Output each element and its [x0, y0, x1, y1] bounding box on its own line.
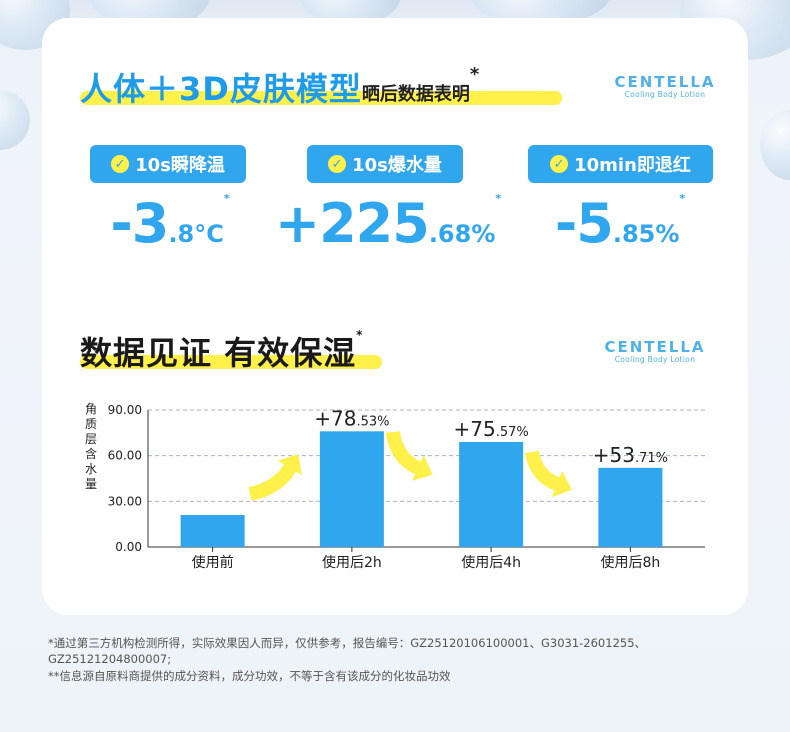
section1-title: 人体＋3D皮肤模型晒后数据表明*	[80, 64, 562, 112]
metric-pill-redness: ✓ 10min即退红	[528, 145, 713, 183]
section2-title-main: 数据见证 有效保湿	[80, 334, 357, 372]
brand-name: CENTELLA	[614, 73, 716, 91]
brand-subtitle: Cooling Body Lotion	[614, 355, 696, 364]
brand-subtitle: Cooling Body Lotion	[624, 90, 706, 99]
check-icon: ✓	[111, 155, 130, 173]
check-icon: ✓	[550, 155, 569, 173]
section2-title: 数据见证 有效保湿*	[80, 328, 382, 376]
brand-name: CENTELLA	[604, 338, 706, 356]
check-icon: ✓	[328, 155, 347, 173]
metric-pill-cooling: ✓ 10s瞬降温	[90, 145, 246, 183]
title-highlight	[80, 91, 562, 105]
bubble-decoration	[0, 90, 30, 150]
metric-label: 10min即退红	[574, 155, 691, 176]
section1-title-suffix: 晒后数据表明	[361, 84, 470, 105]
metric-label: 10s瞬降温	[135, 155, 225, 176]
bubble-decoration	[760, 110, 790, 180]
metric-label: 10s爆水量	[352, 155, 442, 176]
footnote-mark: *	[356, 328, 364, 342]
metric-value-hydration: +225.68%*	[274, 192, 502, 255]
footnote-line-3: **信息源自原料商提供的成分资料，成分功效，不等于含有该成分的化妆品功效	[48, 669, 451, 683]
metric-value-cooling: -3.8°C*	[110, 192, 230, 255]
footnote-line-1: *通过第三方机构检测所得，实际效果因人而异，仅供参考，报告编号：GZ251201…	[48, 636, 647, 650]
brand-logo: CENTELLA Cooling Body Lotion	[600, 339, 710, 365]
y-axis-label: 角质层含水量	[84, 402, 97, 491]
section1-title-main: 人体＋3D皮肤模型	[80, 70, 362, 108]
footnote-mark: *	[469, 64, 480, 85]
metric-pill-hydration: ✓ 10s爆水量	[307, 145, 463, 183]
brand-logo: CENTELLA Cooling Body Lotion	[610, 74, 720, 100]
footnote-line-2: GZ25121204800007;	[48, 652, 172, 666]
title-highlight	[80, 355, 382, 369]
metric-value-redness: -5.85%*	[554, 192, 686, 255]
